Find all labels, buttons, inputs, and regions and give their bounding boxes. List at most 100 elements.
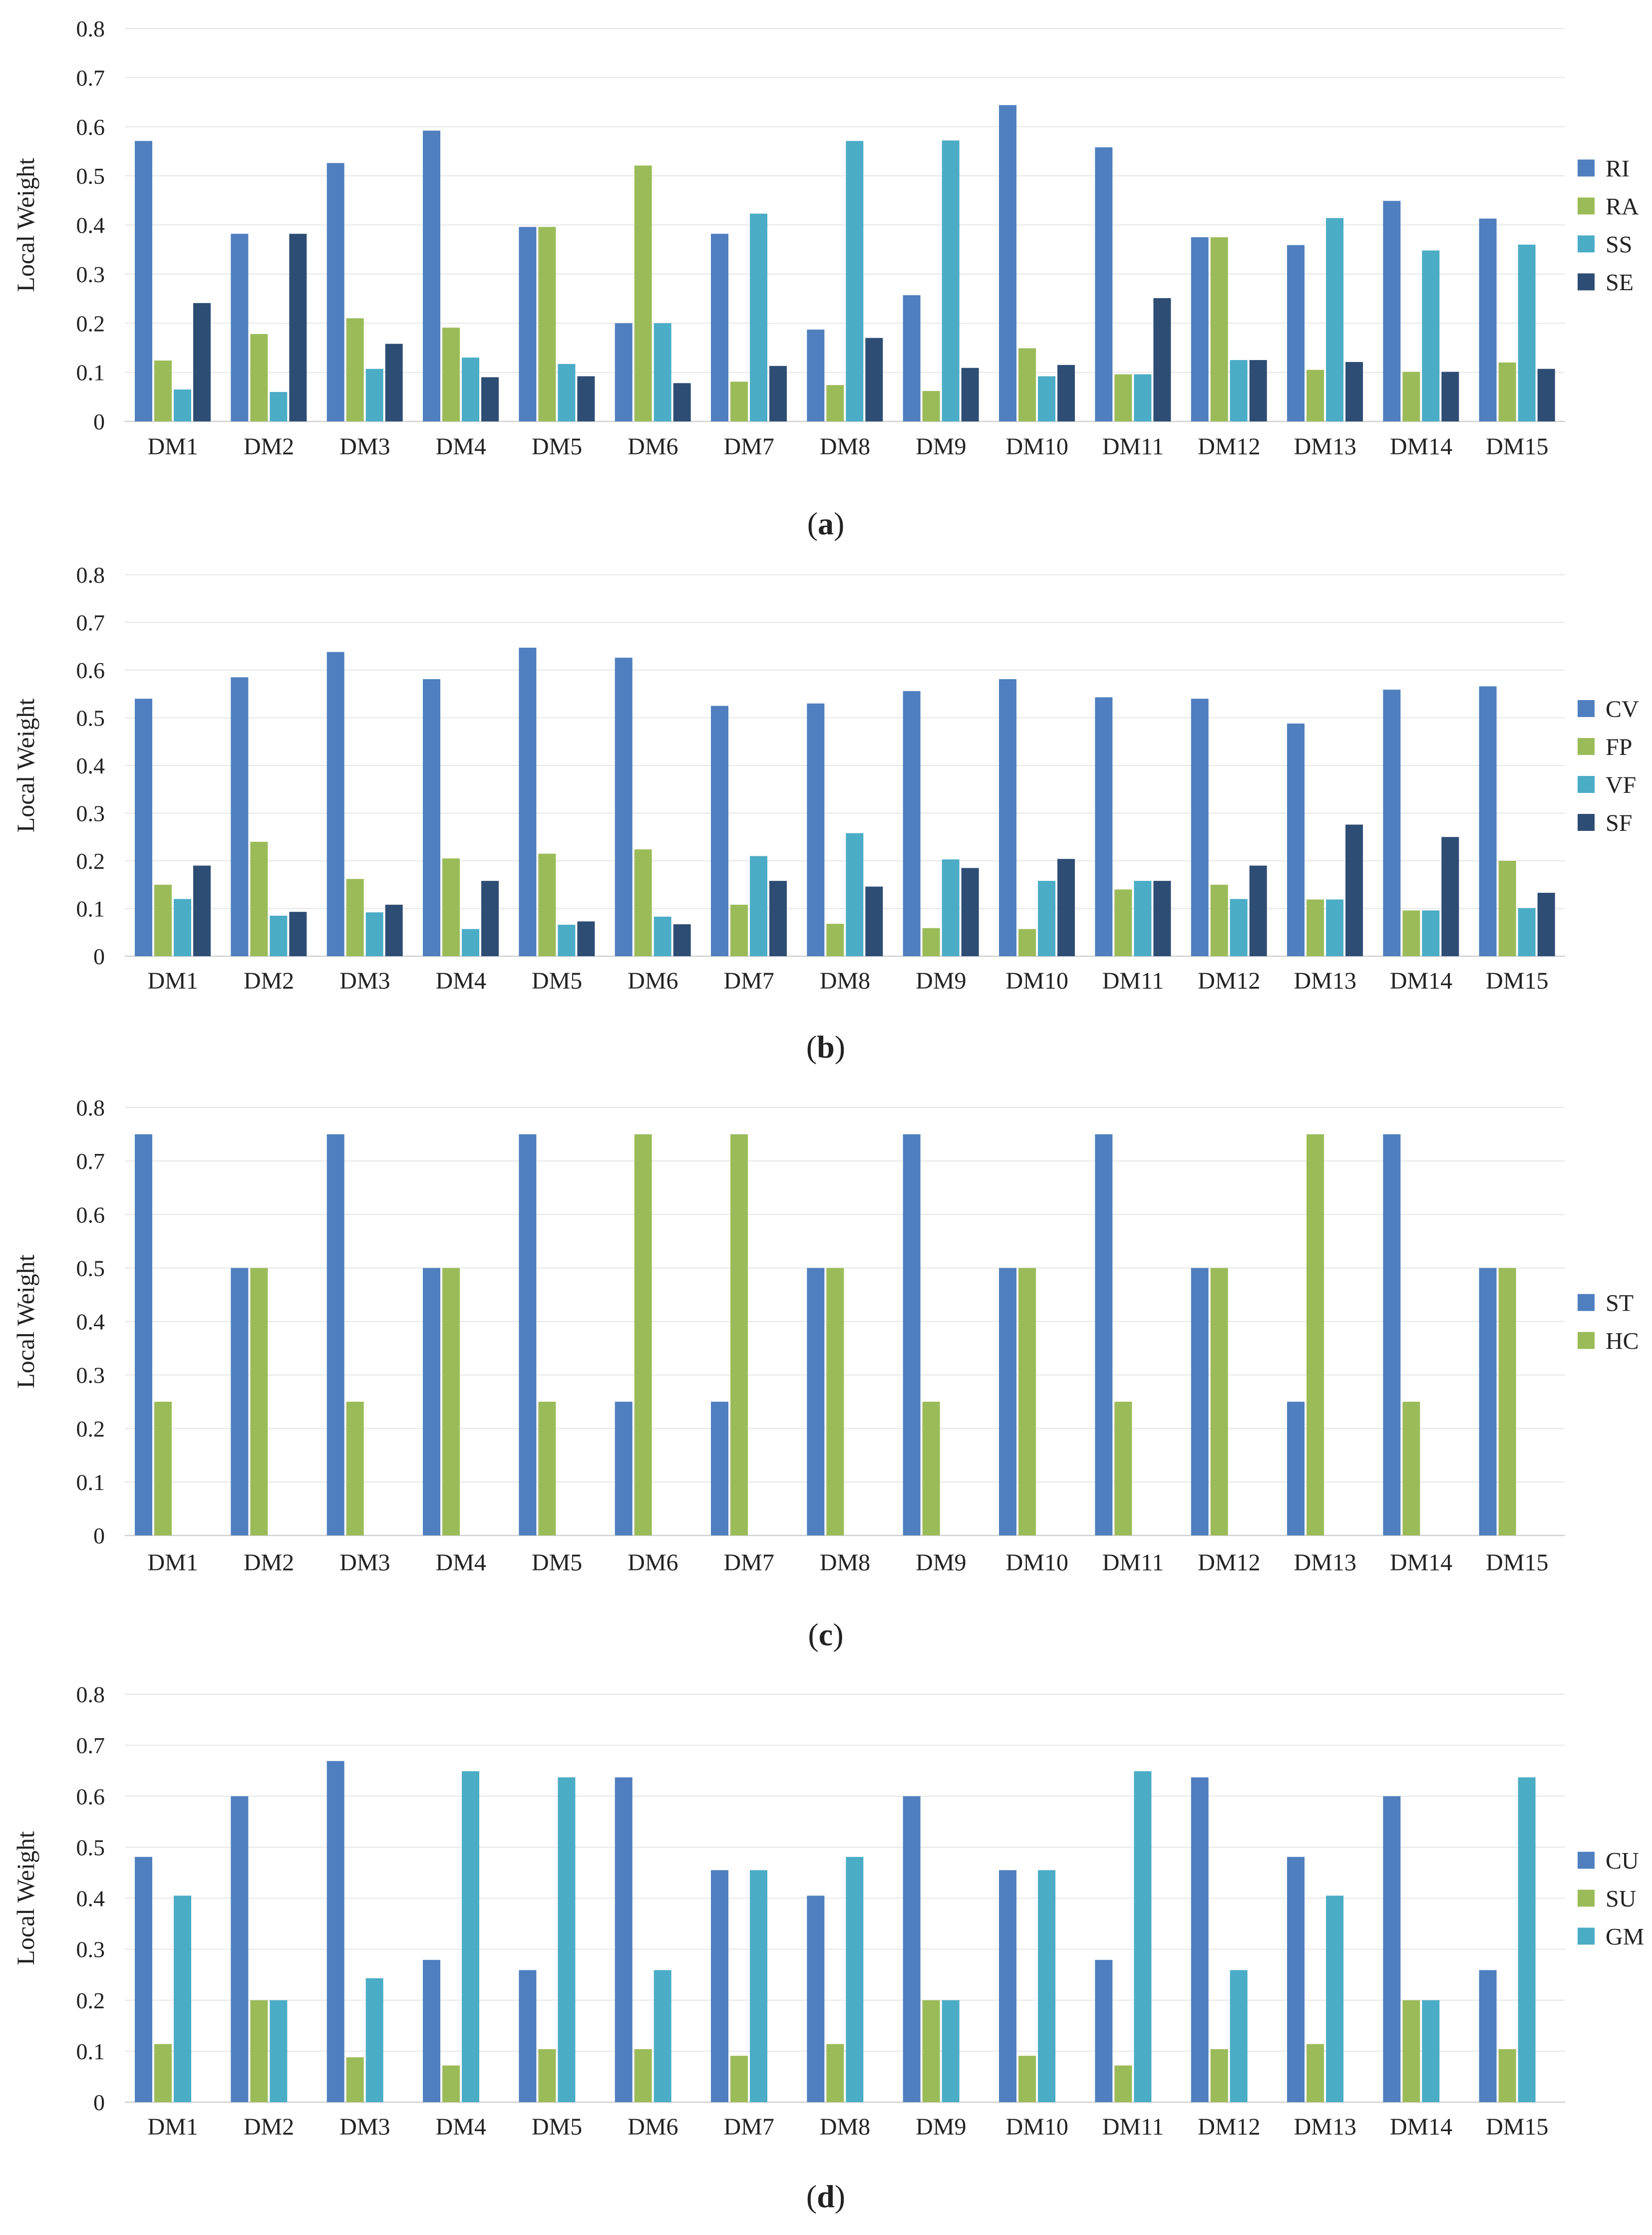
bar-ri-dm9 xyxy=(903,295,921,421)
bar-ra-dm6 xyxy=(634,165,652,421)
bar-ri-dm6 xyxy=(615,323,633,421)
bar-ri-dm8 xyxy=(807,330,825,421)
bar-cu-dm5 xyxy=(519,1970,537,2102)
bar-sf-dm12 xyxy=(1249,865,1267,956)
bar-se-dm15 xyxy=(1537,369,1555,421)
y-tick-label: 0.1 xyxy=(76,360,105,385)
legend-label-gm: GM xyxy=(1606,1924,1644,1950)
bar-ss-dm1 xyxy=(174,389,191,421)
bar-fp-dm7 xyxy=(730,904,748,956)
legend-label-ra: RA xyxy=(1606,194,1639,220)
bar-se-dm8 xyxy=(865,338,883,421)
bar-ra-dm4 xyxy=(442,328,460,421)
bar-ss-dm14 xyxy=(1422,250,1440,421)
bar-ra-dm13 xyxy=(1307,370,1324,421)
x-category-label: DM12 xyxy=(1198,968,1260,994)
x-category-label: DM15 xyxy=(1486,1549,1548,1576)
bar-su-dm13 xyxy=(1307,2044,1324,2102)
x-category-label: DM10 xyxy=(1005,2114,1068,2140)
bar-cv-dm4 xyxy=(423,679,440,956)
x-category-label: DM2 xyxy=(244,1549,294,1576)
bar-hc-dm8 xyxy=(826,1268,844,1535)
bar-st-dm4 xyxy=(423,1268,440,1535)
bar-gm-dm14 xyxy=(1422,2000,1440,2102)
bar-ss-dm3 xyxy=(365,369,383,421)
legend-label-fp: FP xyxy=(1606,734,1632,760)
x-category-label: DM3 xyxy=(339,433,390,460)
bar-ss-dm4 xyxy=(462,358,479,421)
x-category-label: DM5 xyxy=(532,2114,582,2140)
bar-ss-dm7 xyxy=(750,213,767,421)
bar-cv-dm10 xyxy=(999,679,1016,956)
y-tick-label: 0.2 xyxy=(76,1416,105,1442)
bar-st-dm2 xyxy=(231,1268,249,1535)
legend-label-st: ST xyxy=(1606,1290,1634,1317)
bar-vf-dm3 xyxy=(365,912,383,956)
bar-sf-dm10 xyxy=(1057,859,1075,956)
bar-se-dm5 xyxy=(577,376,595,421)
legend-swatch-fp xyxy=(1578,738,1595,755)
x-category-label: DM12 xyxy=(1198,433,1260,460)
y-tick-label: 0.6 xyxy=(76,1202,105,1227)
bar-fp-dm12 xyxy=(1210,884,1228,956)
bar-hc-dm7 xyxy=(730,1134,748,1535)
bar-se-dm7 xyxy=(769,366,787,421)
bar-ri-dm4 xyxy=(423,130,440,421)
bar-se-dm11 xyxy=(1153,298,1171,421)
bar-ri-dm1 xyxy=(135,141,152,421)
bar-vf-dm9 xyxy=(942,859,960,956)
bar-sf-dm15 xyxy=(1537,892,1555,956)
legend-swatch-sf xyxy=(1578,814,1595,831)
bar-su-dm7 xyxy=(730,2056,748,2102)
y-tick-label: 0.6 xyxy=(76,658,105,683)
bar-hc-dm3 xyxy=(346,1402,364,1535)
bar-ss-dm2 xyxy=(270,391,288,421)
x-category-label: DM14 xyxy=(1390,433,1452,460)
bar-fp-dm9 xyxy=(922,928,940,956)
bar-gm-dm9 xyxy=(942,2000,960,2102)
bar-su-dm5 xyxy=(538,2049,556,2102)
bar-ri-dm11 xyxy=(1095,147,1113,421)
bar-cu-dm2 xyxy=(231,1796,249,2102)
x-category-label: DM7 xyxy=(723,1549,774,1576)
bar-sf-dm13 xyxy=(1345,824,1363,956)
bar-ra-dm3 xyxy=(346,318,364,421)
chart-panel-b: 0 0.1 0.2 0.3 0.4 0.5 0.6 0.7 0.8 Local Weight DM1… xyxy=(11,562,1639,1065)
bar-ri-dm2 xyxy=(231,234,249,421)
bar-fp-dm14 xyxy=(1402,910,1420,956)
bar-sf-dm5 xyxy=(577,921,595,956)
bar-se-dm12 xyxy=(1249,360,1267,421)
panel-caption: (c) xyxy=(808,1617,843,1652)
y-tick-label: 0.3 xyxy=(76,262,105,287)
panel-caption-letter: c xyxy=(819,1617,833,1652)
x-category-label: DM8 xyxy=(820,2114,870,2140)
chart-panel-d: 0 0.1 0.2 0.3 0.4 0.5 0.6 0.7 0.8 Local Weight DM1… xyxy=(11,1682,1644,2214)
bar-cv-dm2 xyxy=(231,677,249,956)
bar-su-dm9 xyxy=(922,2000,940,2102)
bar-se-dm4 xyxy=(481,377,499,421)
panel-caption-letter: d xyxy=(817,2179,835,2214)
legend-swatch-cu xyxy=(1578,1852,1595,1869)
bar-sf-dm6 xyxy=(673,924,691,956)
bar-st-dm8 xyxy=(807,1268,825,1535)
bar-cv-dm11 xyxy=(1095,697,1113,956)
bar-fp-dm15 xyxy=(1498,861,1516,956)
bar-ss-dm11 xyxy=(1134,374,1152,421)
bar-gm-dm7 xyxy=(750,1870,767,2102)
legend-swatch-cv xyxy=(1578,700,1595,717)
bar-sf-dm14 xyxy=(1441,837,1459,956)
bar-cv-dm9 xyxy=(903,691,921,956)
bar-hc-dm1 xyxy=(154,1402,172,1535)
bar-se-dm10 xyxy=(1057,365,1075,421)
bar-hc-dm10 xyxy=(1018,1268,1036,1535)
bar-vf-dm8 xyxy=(846,833,864,956)
x-category-label: DM9 xyxy=(916,968,966,994)
bar-gm-dm2 xyxy=(270,2000,288,2102)
legend-swatch-hc xyxy=(1578,1332,1595,1349)
bar-ss-dm13 xyxy=(1326,218,1343,421)
bar-su-dm12 xyxy=(1210,2049,1228,2102)
y-tick-label: 0.5 xyxy=(76,706,105,731)
bar-su-dm15 xyxy=(1498,2049,1516,2102)
legend-label-ss: SS xyxy=(1606,232,1632,258)
bar-vf-dm2 xyxy=(270,915,288,956)
